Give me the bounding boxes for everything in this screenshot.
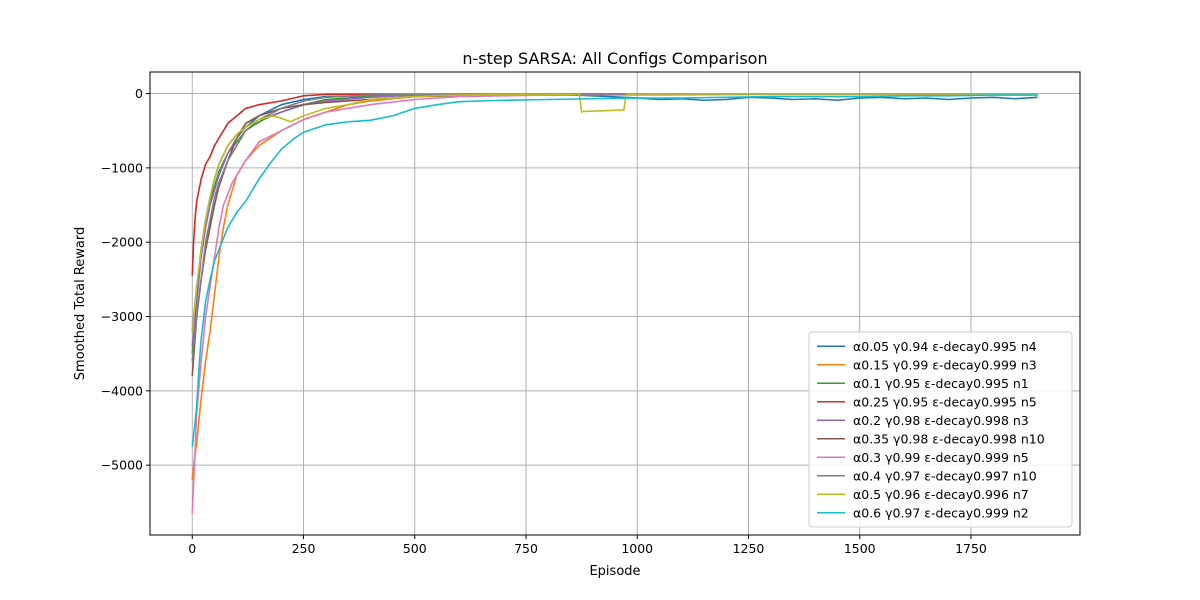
x-tick-label: 750 bbox=[514, 541, 538, 556]
legend-label: α0.25 γ0.95 ε-decay0.995 n5 bbox=[853, 394, 1037, 409]
x-tick-label: 1750 bbox=[955, 541, 987, 556]
y-tick-label: 0 bbox=[135, 86, 143, 101]
y-tick-label: −3000 bbox=[101, 309, 143, 324]
y-axis-label: Smoothed Total Reward bbox=[73, 227, 88, 380]
y-tick-label: −5000 bbox=[101, 458, 143, 473]
y-tick-label: −4000 bbox=[101, 383, 143, 398]
y-tick-label: −1000 bbox=[101, 160, 143, 175]
legend-label: α0.1 γ0.95 ε-decay0.995 n1 bbox=[853, 376, 1029, 391]
legend-label: α0.05 γ0.94 ε-decay0.995 n4 bbox=[853, 339, 1037, 354]
legend-label: α0.3 γ0.99 ε-decay0.999 n5 bbox=[853, 450, 1029, 465]
legend-label: α0.6 γ0.97 ε-decay0.999 n2 bbox=[853, 505, 1029, 520]
legend: α0.05 γ0.94 ε-decay0.995 n4 α0.15 γ0.99 ε… bbox=[809, 332, 1072, 527]
legend-label: α0.35 γ0.98 ε-decay0.998 n10 bbox=[853, 431, 1045, 446]
x-tick-label: 250 bbox=[292, 541, 316, 556]
x-tick-label: 500 bbox=[403, 541, 427, 556]
legend-label: α0.15 γ0.99 ε-decay0.999 n3 bbox=[853, 357, 1037, 372]
x-tick-label: 1500 bbox=[844, 541, 876, 556]
chart-title: n-step SARSA: All Configs Comparison bbox=[462, 49, 767, 68]
legend-label: α0.4 γ0.97 ε-decay0.997 n10 bbox=[853, 468, 1037, 483]
x-tick-label: 1000 bbox=[621, 541, 653, 556]
x-tick-label: 0 bbox=[188, 541, 196, 556]
x-axis-label: Episode bbox=[589, 564, 640, 579]
y-tick-label: −2000 bbox=[101, 235, 143, 250]
legend-label: α0.5 γ0.96 ε-decay0.996 n7 bbox=[853, 487, 1029, 502]
x-tick-label: 1250 bbox=[733, 541, 765, 556]
legend-label: α0.2 γ0.98 ε-decay0.998 n3 bbox=[853, 413, 1029, 428]
